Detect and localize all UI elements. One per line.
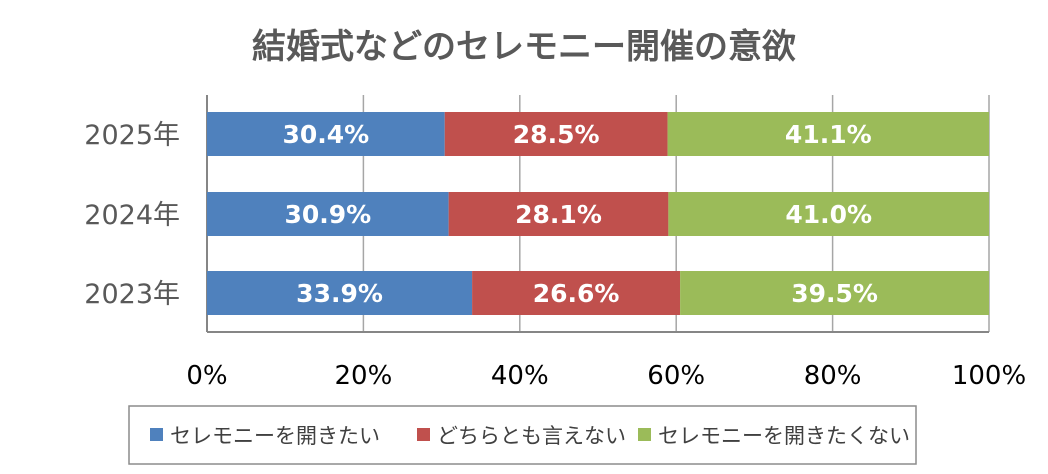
data-label: 28.1% [515, 200, 602, 229]
data-label: 30.4% [282, 120, 369, 149]
legend-box [128, 405, 917, 465]
legend-label: セレモニーを開きたくない [658, 424, 910, 448]
bar-segment [207, 271, 473, 315]
x-tick-label: 100% [952, 361, 1026, 391]
y-tick-label: 2025年 [84, 120, 180, 151]
x-tick-label: 0% [186, 361, 227, 391]
legend-swatch [150, 428, 163, 441]
x-axis-labels: 0% 20% 40% 60% 80% 100% [186, 361, 1026, 391]
data-label: 28.5% [513, 120, 600, 149]
bar-segment [472, 271, 681, 315]
data-label: 33.9% [296, 279, 383, 308]
y-axis-labels: 2025年 2024年 2023年 [84, 120, 180, 310]
legend-swatch [417, 428, 430, 441]
y-tick-label: 2023年 [84, 279, 180, 310]
data-label: 30.9% [284, 200, 371, 229]
bar-segment [444, 112, 668, 156]
data-label: 39.5% [791, 279, 878, 308]
bar-segment [680, 271, 989, 315]
bars: 30.4% 28.5% 41.1% 30.9% 28.1% 41.0% 33.9% 26.6%… [207, 112, 989, 315]
bar-segment [668, 192, 989, 236]
x-tick-label: 80% [804, 361, 862, 391]
data-label: 41.0% [785, 200, 872, 229]
bar-segment [207, 112, 445, 156]
legend-label: セレモニーを開きたい [170, 424, 380, 448]
bar-segment [207, 192, 449, 236]
legend-label: どちらとも言えない [437, 424, 626, 448]
x-tick-label: 40% [491, 361, 549, 391]
legend-swatch [638, 428, 651, 441]
x-tick-label: 20% [335, 361, 393, 391]
x-tick-label: 60% [647, 361, 705, 391]
y-tick-label: 2024年 [84, 200, 180, 231]
chart-title: 結婚式などのセレモニー開催の意欲 [252, 27, 796, 67]
data-label: 41.1% [785, 120, 872, 149]
bar-segment [667, 112, 989, 156]
data-label: 26.6% [533, 279, 620, 308]
bar-segment [448, 192, 669, 236]
legend: セレモニーを開きたい どちらとも言えない セレモニーを開きたくない [128, 405, 917, 465]
